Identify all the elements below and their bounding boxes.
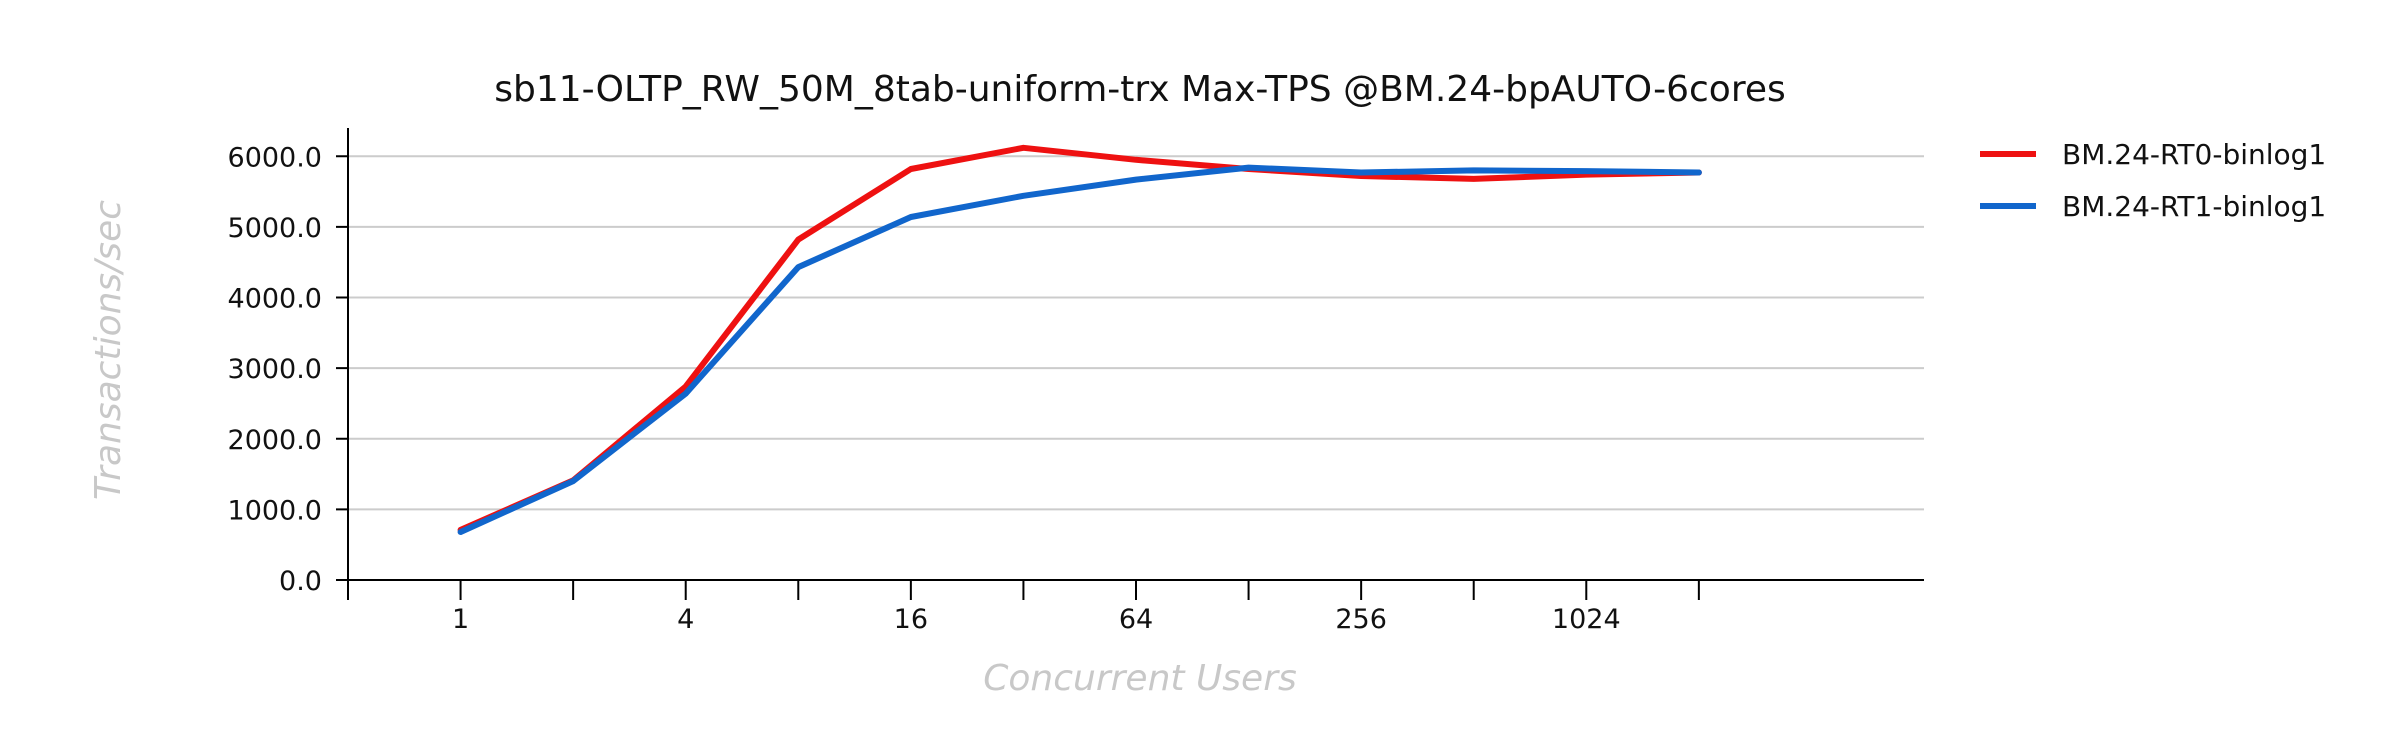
x-tick-label: 1024 [1552, 604, 1621, 635]
x-axis-title: Concurrent Users [983, 658, 1297, 699]
series-lines [457, 144, 1702, 535]
x-tick-label: 1 [452, 604, 469, 635]
x-tick-label: 256 [1335, 604, 1387, 635]
x-axis-ticks: 1 4 16 64 256 1024 [347, 580, 1700, 635]
x-tick-label: 16 [894, 604, 928, 635]
y-tick-label: 5000.0 [228, 213, 322, 244]
series-line-1 [457, 144, 1702, 533]
series-line-2 [457, 164, 1702, 535]
x-tick-label: 64 [1119, 604, 1153, 635]
y-axis-ticks: 0.0 1000.0 2000.0 3000.0 4000.0 5000.0 6000.0 [228, 142, 348, 597]
legend-label: BM.24-RT1-binlog1 [2062, 190, 2326, 223]
gridlines [348, 155, 1924, 511]
chart-title: sb11-OLTP_RW_50M_8tab-uniform-trx Max-TP… [494, 69, 1785, 110]
y-tick-label: 1000.0 [228, 495, 322, 526]
y-tick-label: 2000.0 [228, 425, 322, 456]
y-tick-label: 6000.0 [228, 142, 322, 173]
y-axis-title: Transactions/sec [88, 200, 129, 500]
y-tick-label: 4000.0 [228, 284, 322, 315]
y-tick-label: 3000.0 [228, 354, 322, 385]
legend-label: BM.24-RT0-binlog1 [2062, 138, 2326, 171]
legend: BM.24-RT0-binlog1 BM.24-RT1-binlog1 [1980, 138, 2326, 223]
x-tick-label: 4 [677, 604, 694, 635]
y-tick-label: 0.0 [279, 566, 322, 597]
